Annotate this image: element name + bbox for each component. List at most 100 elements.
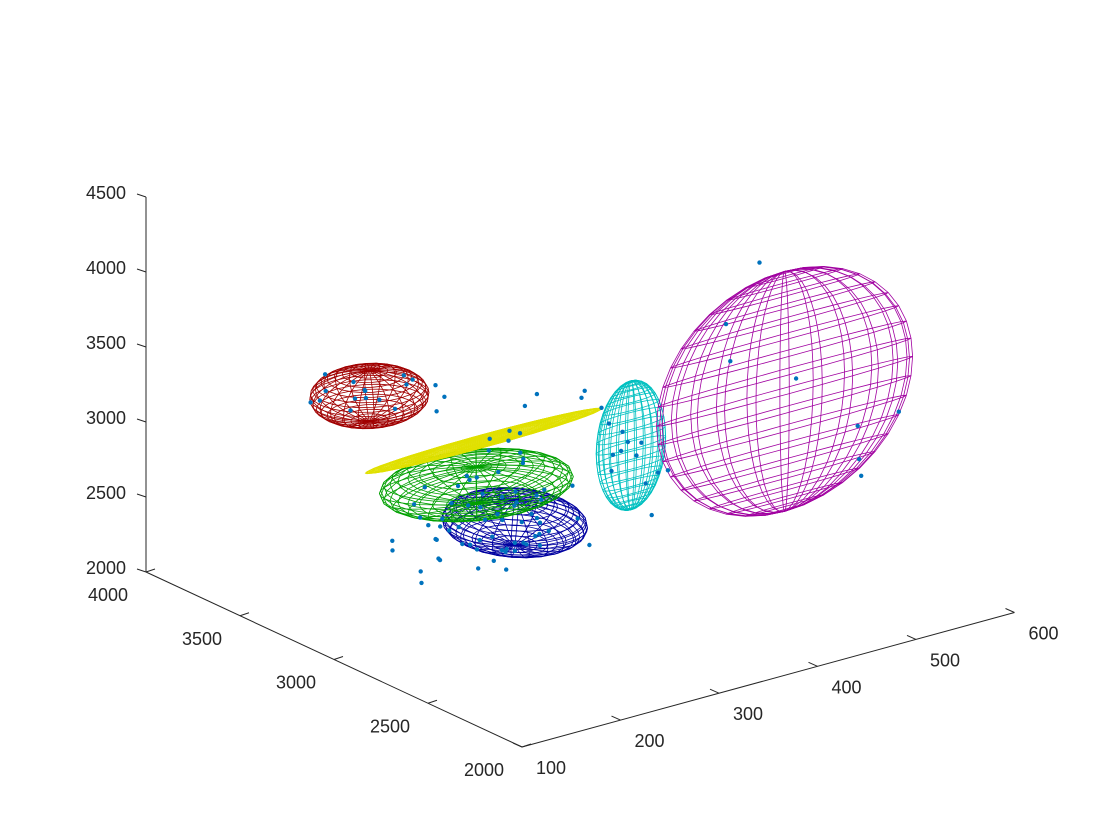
x-tick-mark (709, 688, 720, 694)
ellipsoid-meridian-line (656, 271, 785, 517)
ellipsoid-meridian-line (716, 271, 785, 513)
data-point (728, 359, 733, 364)
data-point (390, 538, 395, 543)
ellipsoid-meridian-line (626, 380, 632, 511)
data-point (480, 491, 485, 496)
x-tick-label: 100 (536, 758, 566, 778)
ellipsoid-latitude-line (670, 414, 899, 478)
y-tick-label: 3500 (182, 629, 222, 649)
ellipsoid-meridian-line (510, 500, 516, 558)
ellipsoid-meridian-line (514, 499, 577, 552)
ellipsoid-meridian-line (724, 271, 785, 514)
y-tick-mark (145, 568, 156, 573)
data-point (438, 524, 443, 529)
data-point (467, 542, 473, 547)
ellipsoid-meridian-line (746, 271, 785, 512)
ellipsoid-meridian-line (784, 267, 899, 512)
ellipsoid-latitude-line (599, 465, 663, 484)
ellipsoid-meridian-line (312, 370, 370, 424)
ellipsoid-meridian-line (514, 495, 570, 546)
data-point (579, 395, 584, 400)
data-point (512, 540, 517, 545)
data-point (476, 566, 481, 571)
data-point (655, 470, 661, 475)
data-point (322, 372, 328, 377)
ellipsoid-meridian-line (630, 379, 667, 511)
data-point (495, 512, 500, 517)
data-point (542, 487, 547, 492)
data-point (546, 528, 551, 534)
data-point (323, 388, 328, 394)
x-tick-label: 400 (832, 677, 862, 697)
data-point (351, 379, 356, 385)
ellipsoid-meridian-line (784, 271, 790, 512)
z-tick-label: 2500 (86, 483, 126, 503)
data-point (639, 440, 644, 445)
data-point (533, 534, 538, 539)
data-point (625, 439, 631, 445)
z-tick-label: 3000 (86, 408, 126, 428)
ellipsoid-meridian-line (330, 370, 370, 428)
data-point (521, 540, 526, 545)
data-point (606, 421, 612, 426)
data-point (500, 517, 505, 523)
ellipsoid-latitude-line (656, 356, 913, 427)
ellipsoid-meridian-line (369, 370, 416, 425)
ellipsoid-meridian-line (630, 380, 646, 511)
y-tick-label: 2500 (370, 716, 410, 736)
data-point (575, 516, 580, 521)
y-tick-mark (239, 612, 250, 617)
data-point (757, 260, 762, 265)
data-point (460, 541, 465, 547)
data-point (896, 409, 901, 414)
ellipsoid-meridian-line (391, 464, 477, 504)
data-point (537, 520, 543, 525)
data-point (410, 377, 415, 382)
data-point (464, 473, 469, 479)
ellipsoid-meridian-line (364, 362, 370, 422)
data-point (456, 524, 461, 530)
ellipsoid-meridian-line (476, 466, 546, 510)
ellipsoid-meridian-line (514, 499, 531, 559)
ellipsoid-meridian-line (499, 487, 516, 546)
data-point (512, 548, 518, 554)
z-tick-mark (136, 418, 147, 423)
data-point (537, 543, 543, 548)
data-point (491, 558, 496, 563)
data-point (506, 438, 511, 443)
z-tick-mark (136, 268, 147, 273)
y-tick-label: 2000 (464, 760, 504, 780)
ellipsoid-meridian-line (603, 380, 632, 511)
ellipsoid-meridian-line (348, 363, 370, 422)
x-tick-mark (512, 742, 523, 748)
data-point (618, 448, 624, 454)
ellipsoid-meridian-line (624, 380, 632, 511)
ellipsoid-meridian-line (369, 368, 427, 422)
ellipsoid-meridian-line (382, 466, 477, 510)
ellipsoid-meridian-line (369, 370, 404, 427)
ellipsoid-meridian-line (476, 447, 502, 504)
data-point (643, 481, 648, 486)
data-point (522, 403, 528, 409)
data-points (308, 260, 901, 586)
ellipsoid-wireframe (364, 407, 603, 475)
ellipsoid-meridian-line (358, 370, 370, 430)
ellipsoid-wireframes (309, 265, 914, 559)
data-point (419, 580, 424, 586)
ellipsoid-meridian-line (483, 421, 540, 448)
ellipsoid-meridian-line (630, 380, 665, 511)
data-point (377, 397, 382, 402)
data-point (599, 405, 604, 410)
data-point (487, 436, 492, 441)
ellipsoid-meridian-line (456, 434, 484, 454)
x-tick-label: 200 (635, 731, 665, 751)
ellipsoid-meridian-line (784, 265, 914, 512)
data-point (477, 537, 482, 543)
data-point (363, 395, 369, 401)
z-tick-mark (136, 343, 147, 348)
data-point (317, 398, 323, 403)
x-tick-mark (906, 634, 917, 640)
data-point (499, 494, 505, 500)
data-point (503, 549, 508, 555)
ellipsoid-meridian-line (407, 460, 477, 504)
